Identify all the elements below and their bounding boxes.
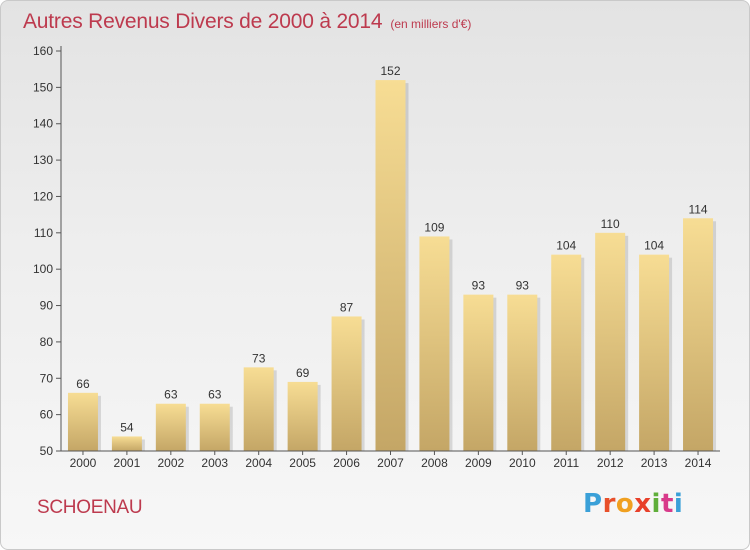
y-tick-label: 130 [33, 153, 53, 167]
bar [639, 254, 670, 451]
y-tick-label: 60 [40, 408, 54, 422]
bar [507, 294, 538, 451]
bar-value-label: 66 [76, 377, 90, 391]
bar [287, 381, 318, 451]
bar [243, 367, 274, 451]
commune-name: SCHOENAU [37, 497, 143, 518]
logo-letter: P [583, 489, 603, 519]
bar-value-label: 63 [208, 388, 222, 402]
x-tick-label: 2004 [245, 456, 272, 470]
y-tick-label: 100 [33, 262, 53, 276]
bar-value-label: 110 [601, 217, 620, 231]
bar-value-label: 104 [556, 239, 576, 253]
bar [595, 232, 626, 451]
y-tick-label: 120 [33, 189, 53, 203]
title-text: Autres Revenus Divers de 2000 à 2014 [23, 10, 383, 33]
x-tick-label: 2013 [641, 456, 668, 470]
bar-value-label: 109 [424, 220, 444, 234]
logo-letter: i [651, 489, 661, 519]
y-tick-label: 70 [40, 371, 54, 385]
x-tick-label: 2014 [685, 456, 712, 470]
bar [463, 294, 494, 451]
y-tick-label: 140 [33, 117, 53, 131]
bar [67, 392, 98, 451]
bar-value-label: 73 [252, 351, 266, 365]
y-tick-label: 110 [34, 226, 53, 240]
logo-letter: i [673, 489, 684, 519]
bar-value-label: 93 [472, 279, 486, 293]
bar [111, 436, 142, 451]
x-tick-label: 2008 [421, 456, 448, 470]
logo-letter: t [660, 489, 674, 519]
y-tick-label: 50 [40, 444, 54, 458]
bar-value-label: 63 [164, 388, 178, 402]
x-tick-label: 2006 [333, 456, 360, 470]
bar-value-label: 54 [120, 420, 134, 434]
bar-value-label: 114 [688, 202, 707, 216]
x-tick-label: 2003 [201, 456, 228, 470]
x-tick-label: 2012 [597, 456, 624, 470]
chart-title: Autres Revenus Divers de 2000 à 2014 (en … [23, 10, 471, 34]
x-tick-label: 2007 [377, 456, 404, 470]
bar [551, 254, 582, 451]
x-tick-label: 2009 [465, 456, 492, 470]
bar [375, 80, 406, 451]
bar [419, 236, 450, 451]
bar [331, 316, 362, 451]
x-tick-label: 2011 [553, 456, 579, 470]
logo-letter: x [634, 489, 652, 519]
x-tick-label: 2002 [157, 456, 184, 470]
y-tick-label: 80 [40, 335, 54, 349]
x-tick-label: 2000 [70, 456, 97, 470]
bar-value-label: 69 [296, 366, 310, 380]
bar-value-label: 152 [380, 64, 400, 78]
logo-letter: r [602, 489, 616, 519]
bar [683, 218, 714, 451]
bar-value-label: 93 [516, 279, 530, 293]
x-tick-label: 2005 [289, 456, 316, 470]
bar-value-label: 104 [644, 239, 664, 253]
y-tick-label: 160 [33, 44, 53, 58]
bar-value-label: 87 [340, 300, 354, 314]
logo-letter: o [615, 489, 635, 519]
brand-logo: Proxiti [583, 489, 683, 519]
x-tick-label: 2010 [509, 456, 536, 470]
unit-note: (en milliers d'€) [390, 17, 472, 31]
y-tick-label: 90 [40, 299, 54, 313]
bar [199, 403, 230, 451]
y-tick-label: 150 [33, 80, 53, 94]
x-tick-label: 2001 [114, 456, 141, 470]
bar [155, 403, 186, 451]
